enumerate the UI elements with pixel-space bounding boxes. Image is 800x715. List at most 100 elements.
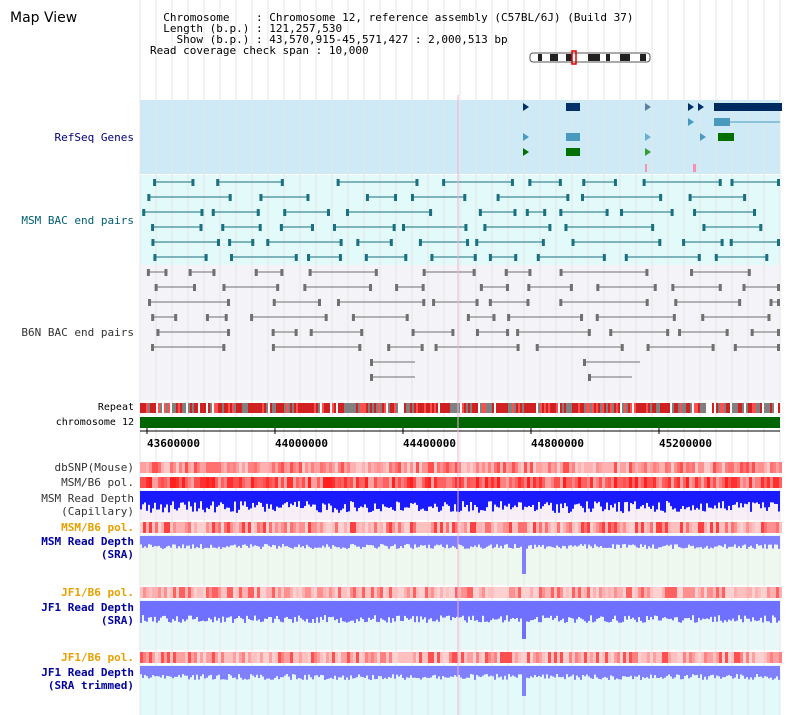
jf1-b6-pol-cell (422, 587, 425, 598)
jf1-b6-pol-cell (308, 587, 311, 598)
depth-jf1trim-bar (310, 666, 312, 678)
msm-bac-pair-end (718, 179, 722, 186)
depth-jf1trim-bar (518, 666, 520, 675)
depth-jf1trim-bar (594, 666, 596, 675)
msm-b6-pol-cell (758, 477, 761, 488)
dbsnp-cell (536, 462, 539, 473)
msm-bac-pair-end (258, 224, 262, 231)
dbsnp-cell (611, 462, 614, 473)
ideogram-band (620, 54, 630, 61)
jf1-b6-pol-cell (317, 587, 320, 598)
b6n-bac-pair-end (222, 344, 226, 351)
repeat-cell (172, 403, 174, 413)
depth-cap-bar (216, 491, 218, 507)
repeat-cell (604, 403, 606, 413)
jf1-b6-pol-cell (557, 587, 560, 598)
depth-jf1-bar (278, 601, 280, 620)
depth-jf1-bar (156, 601, 158, 623)
jf1-b6-pol-cell (236, 587, 239, 598)
jf1-b6-pol-2-cell (668, 652, 671, 663)
repeat-cell (560, 403, 562, 413)
depth-cap-bar (390, 491, 392, 508)
depth-jf1trim-bar (758, 666, 760, 677)
jf1-b6-pol-cell (311, 587, 314, 598)
jf1-b6-pol-2-label[interactable]: JF1/B6 pol. (61, 651, 134, 664)
depth-jf1trim-bar (428, 666, 430, 679)
depth-jf1trim-bar (484, 666, 486, 675)
msm-read-depth-cap-label[interactable]: MSM Read Depth (41, 492, 134, 505)
msm-b6-pol-label[interactable]: MSM/B6 pol. (61, 476, 134, 489)
depth-sra-bar (760, 536, 762, 546)
msm-bac-pair-end (153, 254, 157, 261)
msm-b6-pol-cell (362, 477, 365, 488)
msm-read-depth-sra-label[interactable]: MSM Read Depth (41, 535, 134, 548)
jf1-b6-pol-2-cell (326, 652, 329, 663)
dbsnp-cell (278, 462, 281, 473)
depth-cap-bar (182, 491, 184, 503)
depth-jf1trim-bar (458, 666, 460, 676)
msm-bac-pair-end (415, 179, 419, 186)
jf1-b6-pol-cell (281, 587, 284, 598)
dbsnp-cell (482, 462, 485, 473)
depth-cap-bar (332, 491, 334, 513)
repeat-cell (634, 403, 636, 413)
jf1-b6-pol-cell (674, 587, 677, 598)
msm-b6-pol-2-cell (149, 522, 152, 533)
repeat-cell (496, 403, 498, 413)
depth-sra-bar (214, 536, 216, 548)
msm-b6-pol-2-cell (296, 522, 299, 533)
depth-jf1-bar (288, 601, 290, 619)
repeat-cell (580, 403, 582, 413)
dbsnp-cell (437, 462, 440, 473)
depth-jf1-bar (404, 601, 406, 616)
depth-cap-bar (286, 491, 288, 503)
msm-b6-pol-2-cell (566, 522, 569, 533)
depth-cap-bar (258, 491, 260, 502)
jf1-b6-pol-cell (761, 587, 764, 598)
depth-jf1-bar (536, 601, 538, 618)
depth-sra-bar (254, 536, 256, 546)
depth-sra-bar (500, 536, 502, 546)
depth-sra-bar (476, 536, 478, 548)
repeat-cell (546, 403, 548, 413)
b6n-bac-label[interactable]: B6N BAC end pairs (21, 326, 134, 339)
jf1-b6-pol-2-cell (383, 652, 386, 663)
dbsnp-cell (752, 462, 755, 473)
dbsnp-cell (476, 462, 479, 473)
jf1-read-depth-trim-label[interactable]: JF1 Read Depth (41, 666, 134, 679)
b6n-bac-pair-end (479, 284, 483, 291)
jf1-b6-pol-2-cell (566, 652, 569, 663)
depth-cap-bar (350, 491, 352, 502)
msm-b6-pol-cell (194, 477, 197, 488)
refseq-genes-label[interactable]: RefSeq Genes (54, 131, 134, 144)
dbsnp-cell (398, 462, 401, 473)
repeat-cell (606, 403, 608, 413)
msm-b6-pol-2-cell (632, 522, 635, 533)
repeat-cell (410, 403, 412, 413)
depth-sra-bar (372, 536, 374, 546)
depth-sra-bar (566, 536, 568, 549)
dbsnp-label[interactable]: dbSNP(Mouse) (54, 461, 134, 474)
depth-jf1trim-bar (322, 666, 324, 676)
b6n-bac-pair-end (151, 314, 155, 321)
dbsnp-cell (587, 462, 590, 473)
repeat-cell (512, 403, 514, 413)
jf1-read-depth-sra-label[interactable]: JF1 Read Depth (41, 601, 134, 614)
depth-jf1-bar (724, 601, 726, 621)
jf1-b6-pol-cell (266, 587, 269, 598)
repeat-cell (388, 403, 390, 413)
msm-b6-pol-2-label[interactable]: MSM/B6 pol. (61, 521, 134, 534)
depth-jf1-bar (556, 601, 558, 616)
jf1-b6-pol-cell (356, 587, 359, 598)
repeat-cell (358, 403, 360, 413)
depth-jf1-bar (212, 601, 214, 623)
msm-bac-label[interactable]: MSM BAC end pairs (21, 214, 134, 227)
jf1-read-depth-trim-sub: (SRA trimmed) (47, 679, 134, 692)
msm-b6-pol-2-cell (311, 522, 314, 533)
repeat-cell (472, 403, 474, 413)
depth-sra-bar (244, 536, 246, 545)
jf1-b6-pol-2-cell (656, 652, 659, 663)
b6n-bac-pair-end (475, 299, 479, 306)
msm-b6-pol-2-cell (416, 522, 419, 533)
jf1-b6-pol-label[interactable]: JF1/B6 pol. (61, 586, 134, 599)
